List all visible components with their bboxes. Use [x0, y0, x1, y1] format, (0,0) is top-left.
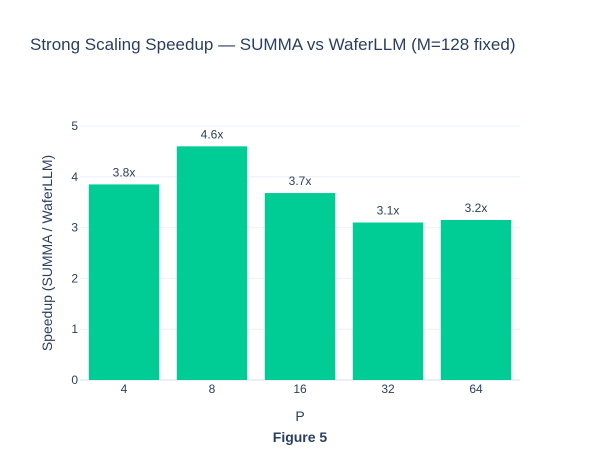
- y-tick-label: 0: [71, 373, 78, 387]
- y-tick-label: 4: [71, 170, 78, 184]
- bar-64: [440, 219, 512, 380]
- x-tick-label-8: 8: [209, 382, 216, 396]
- data-label-32: 3.1x: [377, 204, 400, 218]
- x-tick-label-32: 32: [381, 382, 395, 396]
- y-tick-label: 5: [71, 119, 78, 133]
- x-tick-label-64: 64: [469, 382, 483, 396]
- bars: [88, 146, 512, 380]
- bar-8: [176, 146, 248, 380]
- y-tick-label: 3: [71, 221, 78, 235]
- bar-4: [88, 184, 160, 380]
- x-axis-ticks: 4 8 16 32 64: [121, 382, 483, 396]
- x-axis-title: P: [295, 408, 304, 424]
- bar-32: [352, 222, 424, 380]
- y-tick-label: 1: [71, 322, 78, 336]
- figure-caption: Figure 5: [273, 429, 328, 445]
- chart-title: Strong Scaling Speedup — SUMMA vs WaferL…: [30, 35, 516, 54]
- data-label-64: 3.2x: [465, 201, 488, 215]
- data-label-16: 3.7x: [289, 174, 312, 188]
- x-tick-label-4: 4: [121, 382, 128, 396]
- y-axis-ticks: 0 1 2 3 4 5: [71, 119, 78, 387]
- data-label-8: 4.6x: [201, 127, 224, 141]
- y-tick-label: 2: [71, 271, 78, 285]
- bar-16: [264, 193, 336, 380]
- x-tick-label-16: 16: [293, 382, 307, 396]
- data-labels: 3.8x 4.6x 3.7x 3.1x 3.2x: [113, 127, 488, 217]
- y-axis-title: Speedup (SUMMA / WaferLLM): [39, 155, 55, 351]
- data-label-4: 3.8x: [113, 165, 136, 179]
